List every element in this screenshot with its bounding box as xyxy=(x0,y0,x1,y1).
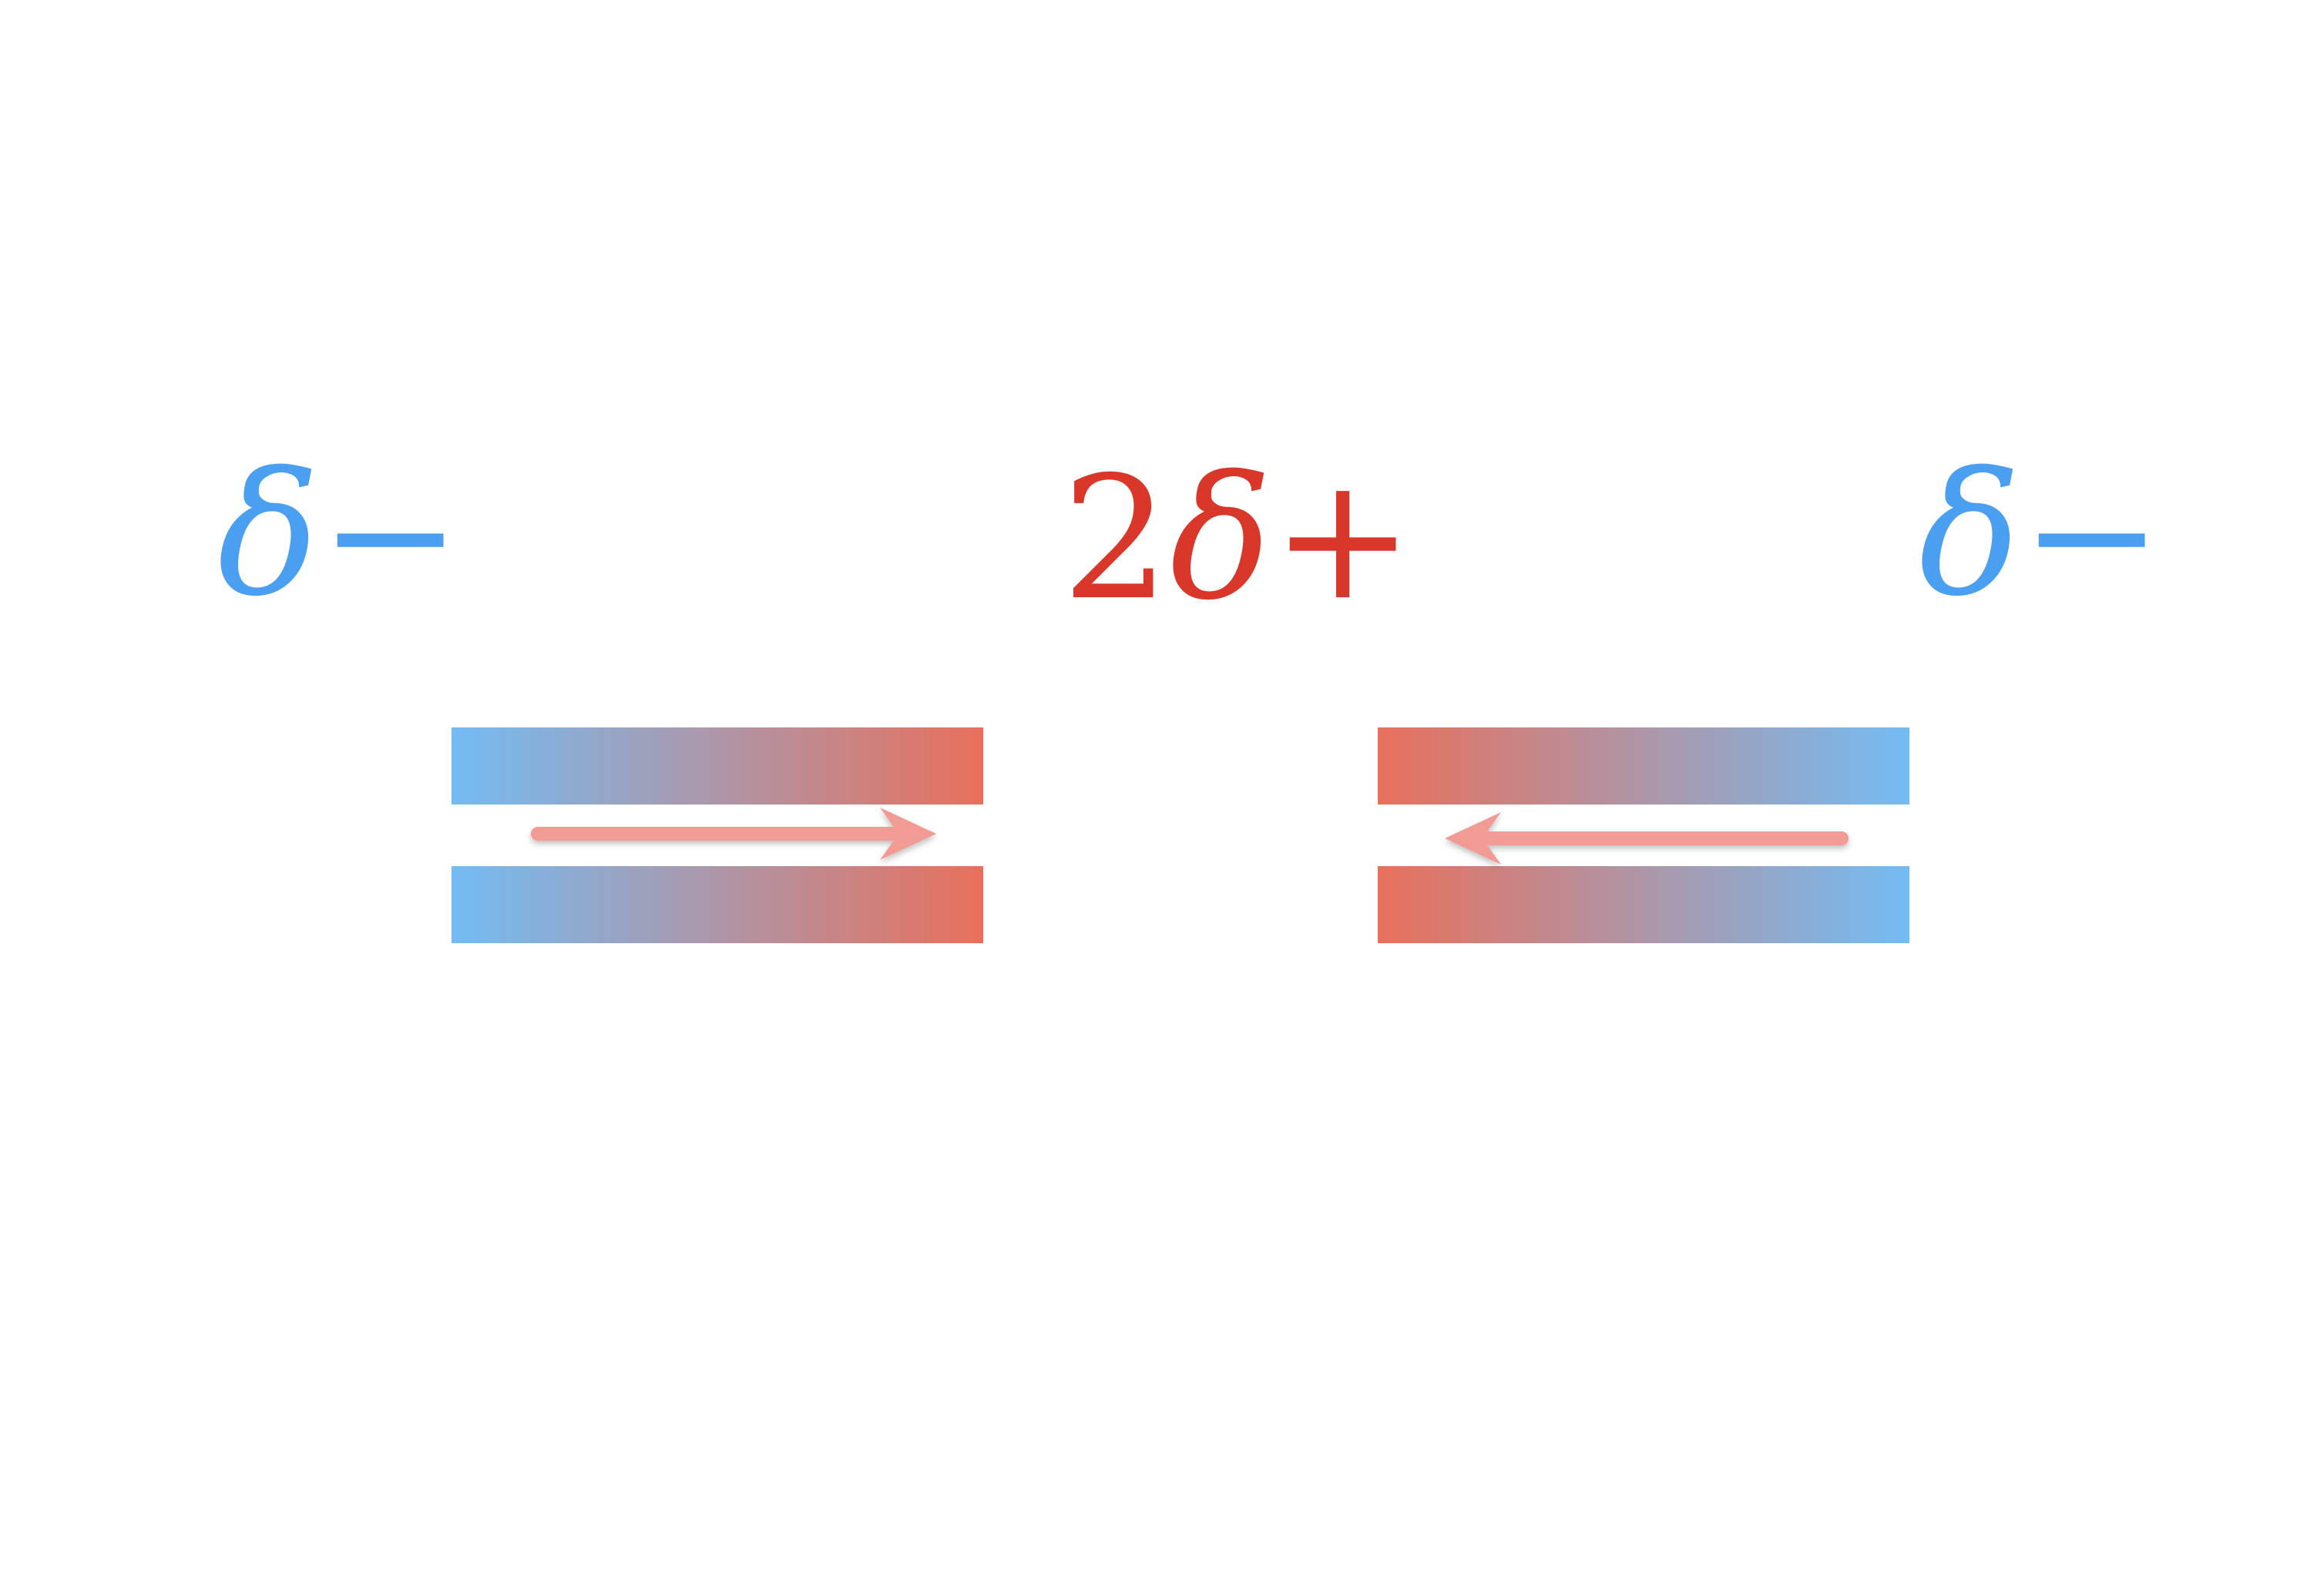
center-coefficient: 2 xyxy=(1062,440,1170,637)
center-delta-symbol: δ xyxy=(1170,440,1271,637)
right-delta-symbol: δ xyxy=(1919,436,2020,633)
right-dipole-bottom-bar xyxy=(1378,866,1909,943)
right-negative-charge-label: δ− xyxy=(1919,436,2163,633)
left-negative-charge-label: δ− xyxy=(217,436,462,633)
right-dipole xyxy=(1378,727,1909,943)
left-delta-symbol: δ xyxy=(217,436,319,633)
left-dipole-bottom-bar xyxy=(452,866,983,943)
right-minus-sign: − xyxy=(2020,436,2162,633)
left-minus-sign: − xyxy=(319,436,461,633)
center-positive-charge-label: 2δ+ xyxy=(1062,440,1414,637)
left-arrow-icon xyxy=(1445,812,1849,865)
left-dipole xyxy=(452,727,983,943)
right-arrow-icon xyxy=(531,808,936,860)
left-dipole-top-bar xyxy=(452,727,983,804)
center-plus-sign: + xyxy=(1271,440,1413,637)
right-dipole-top-bar xyxy=(1378,727,1909,804)
